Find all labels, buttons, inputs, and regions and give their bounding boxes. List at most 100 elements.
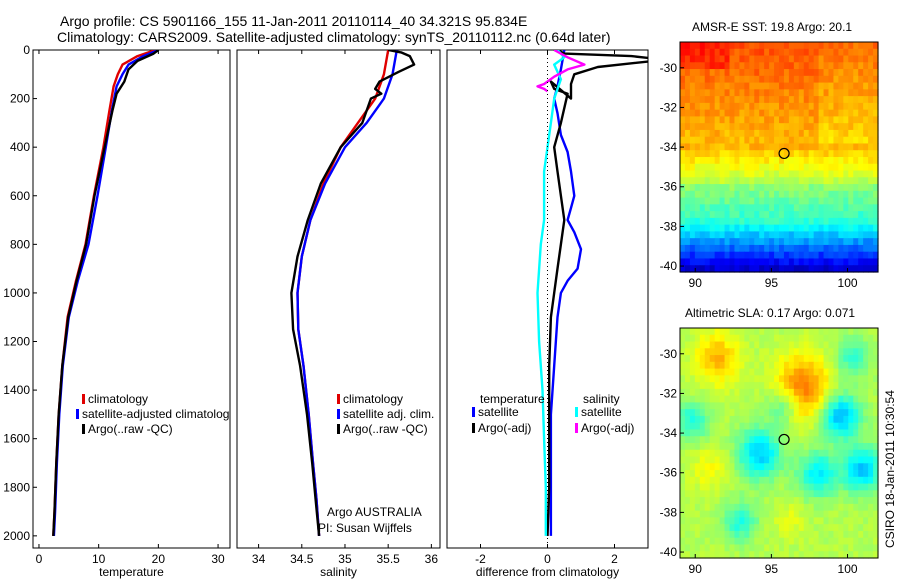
sla_map-cell [833, 551, 839, 559]
sst_map-cell [689, 48, 696, 57]
sla_map-cell [694, 490, 701, 498]
sla_map-cell [868, 517, 874, 525]
sst_map-cell [793, 217, 800, 226]
sst_map-cell [754, 217, 760, 226]
sla_map-cell [858, 409, 864, 417]
sla_map-cell [873, 530, 879, 539]
sst_map-cell [843, 75, 849, 84]
sst_map-cell [689, 136, 696, 145]
sla_map-cell [744, 355, 750, 363]
sst_map-cell [788, 170, 795, 178]
sla_map-cell [749, 422, 755, 431]
sst_map-cell [739, 150, 745, 158]
sst_map-cell [774, 96, 780, 104]
sst_map-cell [759, 197, 765, 205]
sst_map-cell [818, 123, 825, 131]
sst_map-cell [783, 190, 790, 199]
sla_map-cell [788, 456, 795, 464]
sst_map-cell [803, 102, 810, 111]
sla_map-cell [709, 395, 716, 404]
sla_map-cell [724, 470, 731, 478]
sst_map-cell [833, 89, 839, 97]
sst_map-cell [734, 217, 740, 226]
sla_map-cell [724, 402, 731, 410]
sla_map-cell [719, 328, 726, 336]
sla_map-cell [858, 422, 864, 431]
sst_map-cell [843, 217, 849, 226]
temp-legend-argo: Argo(..raw -QC) [88, 422, 173, 436]
sla_map-cell [680, 395, 686, 404]
sst_map-cell [858, 109, 864, 118]
sla_map-cell [843, 449, 849, 458]
sla_map-cell [808, 443, 815, 451]
sla_map-cell [739, 544, 745, 552]
sst_map-cell [689, 109, 696, 118]
sla_map-cell [843, 422, 849, 431]
sla_map-cell [833, 415, 839, 424]
sst_map-cell [868, 238, 874, 246]
sst_map-cell [803, 42, 810, 50]
sst_map-cell [848, 177, 854, 185]
sla_map-cell [680, 368, 686, 376]
sla_map-cell [744, 429, 750, 437]
sla_map-cell [788, 355, 795, 363]
sla_map-cell [704, 429, 711, 437]
sst_map-cell [729, 244, 736, 253]
sst_map-cell [803, 55, 810, 63]
sla_map-cell [828, 375, 835, 383]
sst_map-cell [704, 211, 711, 219]
sst_map-cell [724, 265, 731, 273]
sla_map-ytick-label: -40 [660, 545, 678, 559]
sst_map-cell [788, 150, 795, 158]
sla_map-cell [714, 470, 721, 478]
sla_map-cell [863, 429, 869, 437]
sst_map-cell [684, 69, 691, 77]
sst_map-cell [788, 177, 795, 185]
sst_map-cell [779, 224, 785, 233]
sla_map-ytick-label: -36 [660, 466, 678, 480]
sla_map-cell [734, 388, 740, 397]
sla_map-cell [694, 375, 701, 383]
sst_map-cell [759, 116, 765, 124]
sst_map-cell [813, 143, 820, 151]
sst_map-cell [828, 96, 835, 104]
sst_map-cell [764, 123, 770, 131]
sst_map-cell [833, 163, 839, 172]
sst_map-cell [734, 204, 740, 212]
sst_map-cell [699, 48, 706, 57]
sst_map-heatmap [680, 42, 879, 273]
sla_map-cell [848, 388, 854, 397]
sla_map-cell [853, 368, 859, 376]
sst_map-cell [833, 102, 839, 111]
sla_map-cell [779, 355, 785, 363]
sla_map-cell [783, 470, 790, 478]
sla_map-cell [858, 503, 864, 512]
sla_map-cell [774, 375, 780, 383]
sla_map-cell [813, 395, 820, 404]
sst_map-cell [754, 190, 760, 199]
sst_map-cell [734, 109, 740, 118]
sla_map-cell [858, 443, 864, 451]
sla_map-cell [858, 415, 864, 424]
sst_map-cell [739, 129, 745, 138]
sst_map-cell [714, 177, 721, 185]
sla_map-cell [823, 334, 830, 343]
sst_map-cell [798, 170, 805, 178]
sla_map-cell [754, 551, 760, 559]
sla_map-cell [694, 361, 701, 370]
sla_map-cell [769, 449, 775, 458]
sla_map-cell [788, 334, 795, 343]
sla_map-cell [754, 510, 760, 519]
diff-series-temperature-argo-adj- [546, 50, 648, 536]
sla_map-cell [680, 544, 686, 552]
sst_map-cell [734, 129, 740, 138]
sla_map-cell [699, 402, 706, 410]
sst_map-cell [843, 82, 849, 90]
sla_map-cell [779, 415, 785, 424]
sla_map-cell [699, 503, 706, 512]
sst_map-cell [694, 177, 701, 185]
sst_map-cell [774, 62, 780, 70]
sst_map-cell [749, 163, 755, 172]
sst_map-cell [724, 116, 731, 124]
sla_map-cell [843, 490, 849, 498]
